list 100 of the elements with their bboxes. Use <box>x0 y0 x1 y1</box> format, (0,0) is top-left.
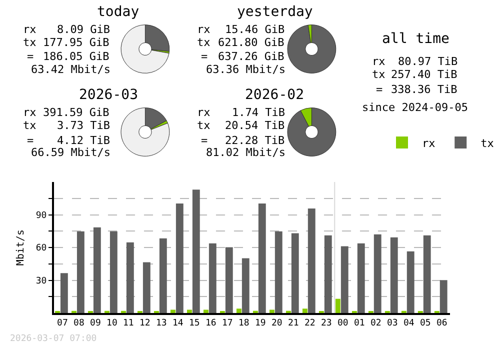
bar <box>308 208 316 313</box>
bar <box>159 238 167 313</box>
text: = <box>201 134 208 147</box>
text: tx <box>197 119 211 132</box>
bar <box>236 308 242 313</box>
bar <box>60 273 68 313</box>
legend-label: tx <box>480 136 494 150</box>
bar <box>406 251 414 313</box>
text: rx <box>197 106 211 119</box>
text: 80.97 TiB <box>398 55 458 68</box>
bar <box>192 190 200 313</box>
donut-slice <box>287 24 336 74</box>
bar <box>208 243 216 313</box>
x-tick-label: 01 <box>354 318 365 329</box>
x-tick-label: 16 <box>206 318 216 329</box>
text: = <box>376 83 383 96</box>
x-tick-label: 03 <box>386 318 398 329</box>
text: all time <box>382 31 450 47</box>
bar <box>187 310 192 313</box>
x-tick-label: 08 <box>74 318 84 329</box>
text: tx <box>197 36 211 49</box>
text: 391.59 GiB <box>43 106 110 119</box>
text: 637.26 GiB <box>218 50 285 63</box>
text: 1.74 TiB <box>232 106 286 119</box>
text: 621.80 GiB <box>218 36 285 49</box>
bar <box>258 204 266 313</box>
x-tick-label: 10 <box>106 318 118 329</box>
donut-slice <box>287 108 336 156</box>
chart-title: 2026-03 <box>79 87 138 103</box>
text: 4.12 TiB <box>57 134 110 147</box>
donut-slice <box>120 24 170 74</box>
bar <box>335 298 340 313</box>
x-tick-label: 17 <box>222 318 233 329</box>
text: 3.73 TiB <box>57 119 110 132</box>
y-axis-title: Mbit/s <box>15 229 26 266</box>
text: 186.05 GiB <box>43 50 110 63</box>
bar <box>76 231 84 313</box>
x-tick-label: 18 <box>238 318 250 329</box>
y-tick-label: 60 <box>36 244 47 254</box>
x-tick-label: 21 <box>288 318 299 329</box>
x-tick-label: 11 <box>123 318 134 329</box>
bar <box>110 231 118 313</box>
x-tick-label: 07 <box>57 318 68 329</box>
bar <box>204 310 208 313</box>
chart-title: 2026-02 <box>245 87 304 103</box>
y-tick-label: 90 <box>36 210 47 221</box>
bar <box>390 237 398 313</box>
chart-title: today <box>97 4 140 20</box>
bar <box>357 243 365 313</box>
x-tick-label: 20 <box>271 318 282 329</box>
x-tick-label: 12 <box>140 318 150 329</box>
text: tx <box>23 36 37 49</box>
x-tick-label: 05 <box>420 318 431 329</box>
y-tick-label: 30 <box>36 276 47 286</box>
bar <box>340 246 348 313</box>
donut-slice <box>120 108 170 156</box>
text: 257.40 TiB <box>391 68 458 81</box>
text: rx <box>197 23 211 36</box>
text: 22.28 TiB <box>225 134 285 147</box>
bar <box>374 234 382 313</box>
x-tick-label: 19 <box>254 318 266 329</box>
text: 66.59 Mbit/s <box>31 146 110 159</box>
x-tick-label: 04 <box>403 318 414 329</box>
x-tick-label: 15 <box>189 318 200 329</box>
text: = <box>27 50 34 63</box>
text: = <box>201 50 208 63</box>
bar <box>291 233 299 313</box>
bar <box>170 310 176 313</box>
text: tx <box>23 119 37 132</box>
bar <box>142 262 150 313</box>
text: 81.02 Mbit/s <box>206 146 286 159</box>
legend-label: rx <box>422 136 436 150</box>
bar <box>324 235 332 313</box>
text: 177.95 GiB <box>43 36 110 49</box>
text: rx <box>23 23 37 36</box>
bar <box>225 247 233 313</box>
x-tick-label: 00 <box>337 318 348 329</box>
text: since 2024-09-05 <box>362 101 468 114</box>
x-tick-label: 02 <box>370 318 382 329</box>
text: = <box>27 134 34 147</box>
x-tick-label: 09 <box>90 318 101 329</box>
text: 15.46 GiB <box>225 23 285 36</box>
bar <box>274 231 282 313</box>
text: 20.54 TiB <box>225 119 285 132</box>
x-tick-label: 06 <box>436 318 448 329</box>
text: tx <box>372 68 386 81</box>
text: 338.36 TiB <box>391 83 458 96</box>
x-tick-label: 23 <box>320 318 332 329</box>
x-tick-label: 14 <box>172 318 184 329</box>
bar <box>423 235 431 313</box>
bar <box>176 204 184 313</box>
bar <box>440 280 448 313</box>
bar <box>242 258 250 313</box>
x-tick-label: 13 <box>156 318 167 329</box>
chart-title: yesterday <box>237 4 313 20</box>
bar <box>302 308 308 313</box>
x-tick-label: 22 <box>304 318 316 329</box>
text: rx <box>372 55 386 68</box>
bar <box>126 242 134 313</box>
text: 63.36 Mbit/s <box>206 63 286 76</box>
